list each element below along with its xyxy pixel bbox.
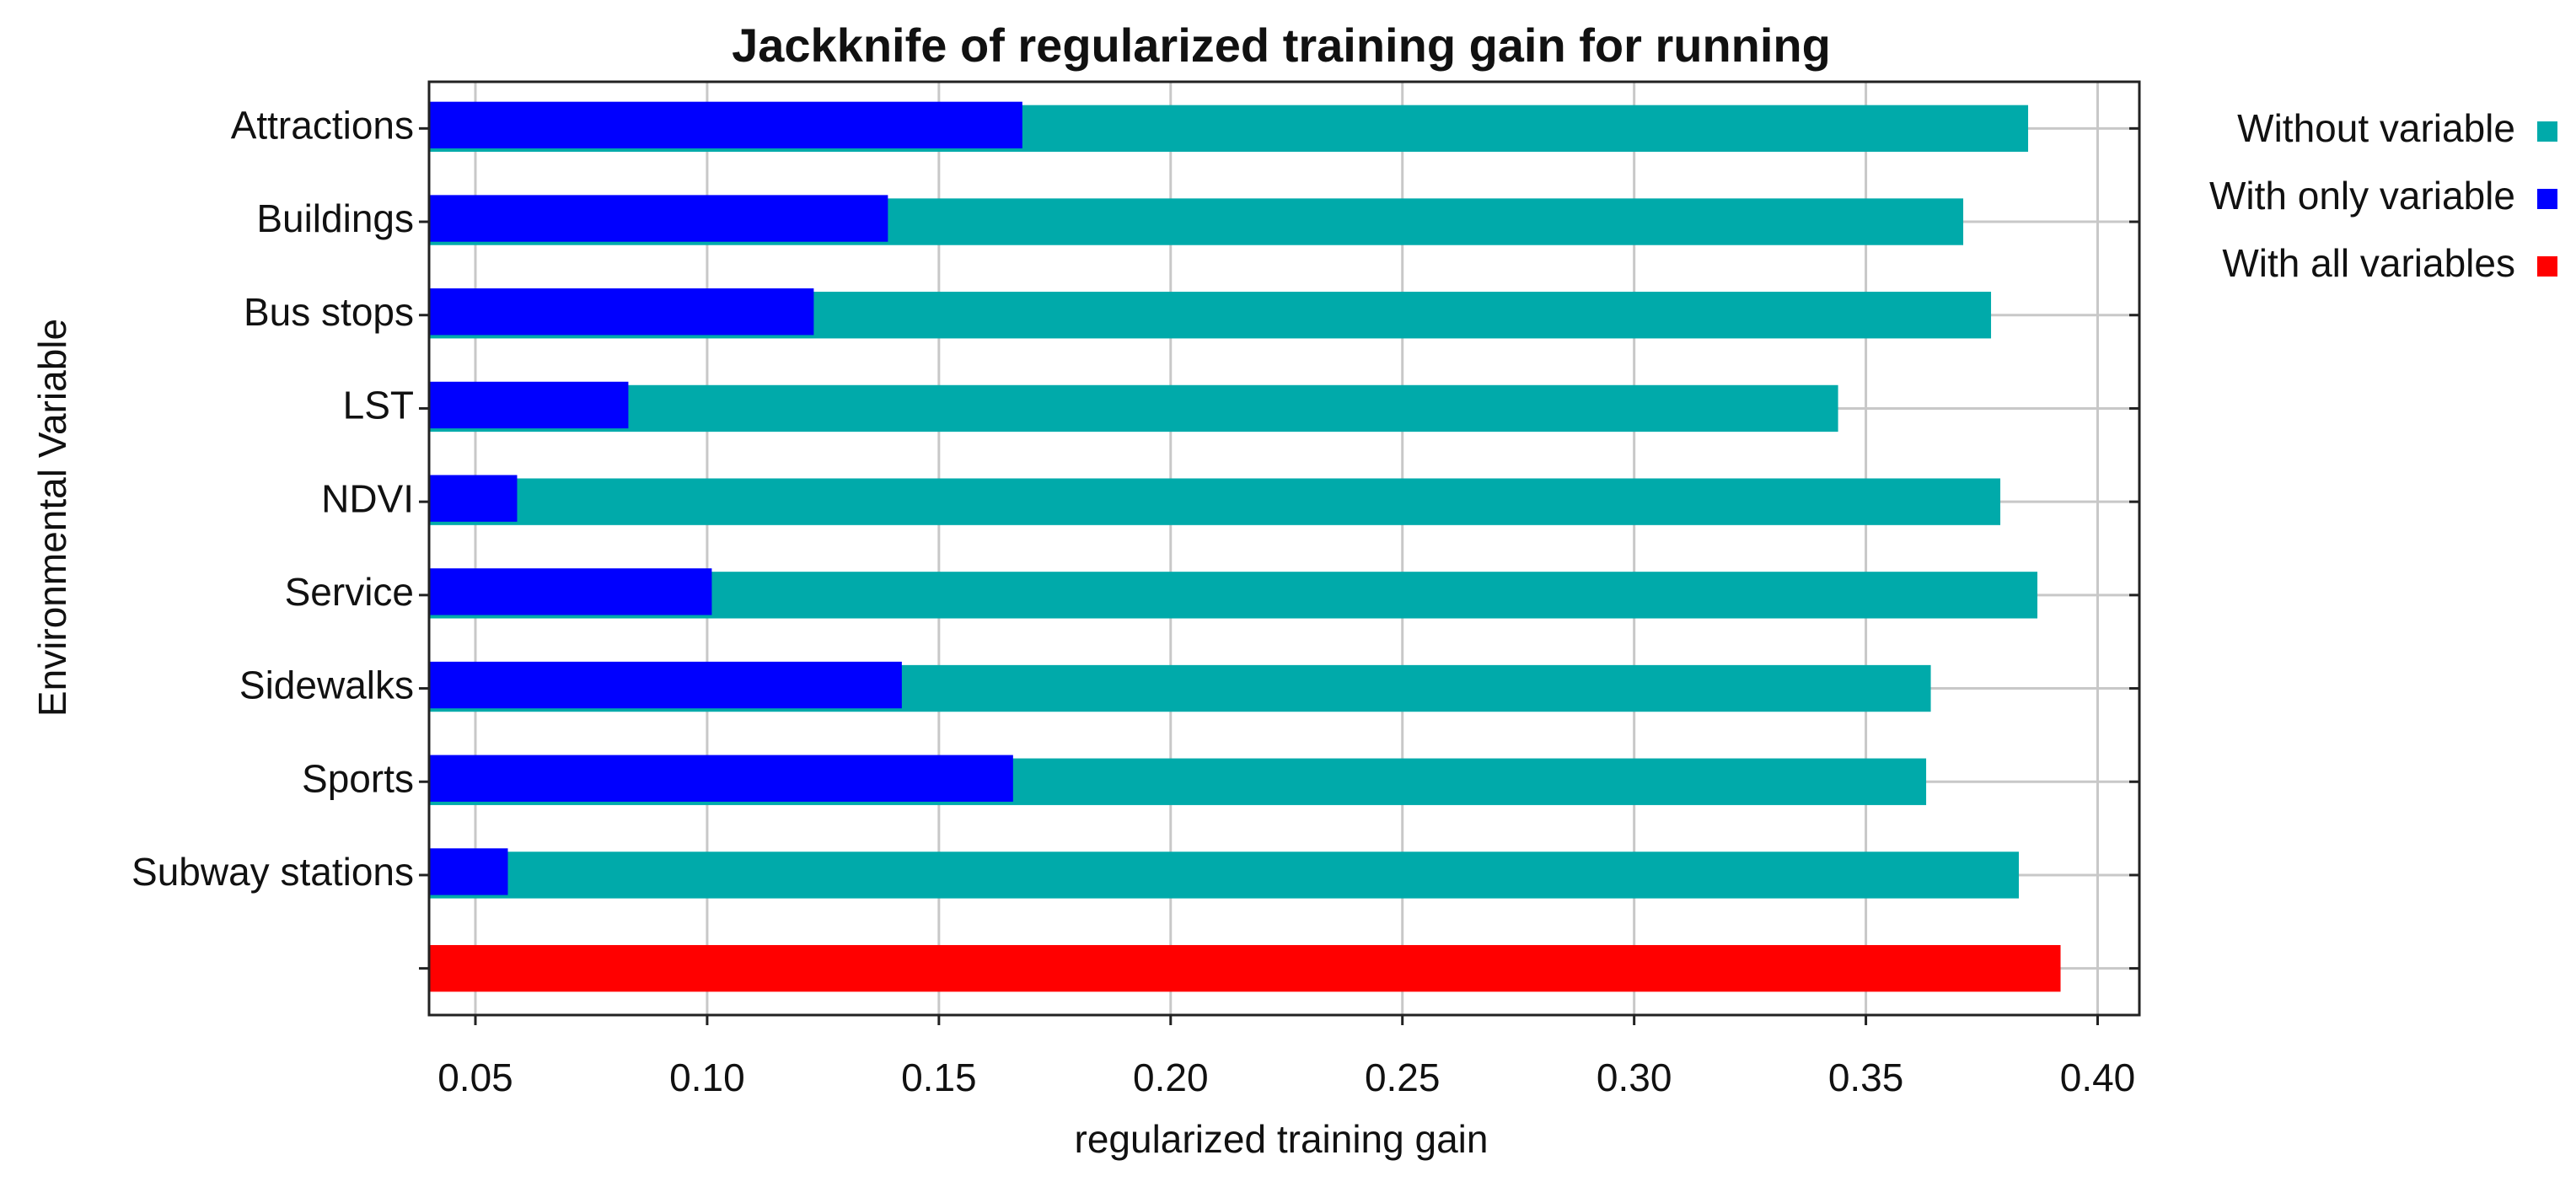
bar bbox=[429, 381, 629, 429]
y-tick-label: LST bbox=[343, 384, 414, 427]
x-tick-label: 0.10 bbox=[669, 1056, 745, 1099]
bar bbox=[429, 851, 2020, 899]
y-tick-label: Sidewalks bbox=[239, 663, 414, 707]
bar bbox=[429, 755, 1013, 802]
bar bbox=[429, 101, 1022, 149]
legend-label: With all variables bbox=[2222, 241, 2515, 285]
bar bbox=[429, 195, 888, 242]
bar bbox=[429, 478, 2001, 525]
bar bbox=[429, 475, 518, 522]
y-tick-label: Bus stops bbox=[244, 290, 414, 334]
legend-swatch bbox=[2537, 256, 2557, 277]
y-tick-label: Attractions bbox=[231, 104, 414, 148]
x-axis-label: regularized training gain bbox=[1075, 1117, 1489, 1161]
bar bbox=[429, 288, 814, 336]
bar bbox=[429, 944, 2061, 992]
legend-swatch bbox=[2537, 121, 2557, 142]
x-tick-label: 0.30 bbox=[1597, 1056, 1672, 1099]
y-tick-label: Buildings bbox=[256, 196, 414, 240]
legend-label: With only variable bbox=[2209, 174, 2515, 218]
chart-title: Jackknife of regularized training gain f… bbox=[732, 19, 1831, 72]
legend-swatch bbox=[2537, 189, 2557, 209]
x-tick-label: 0.20 bbox=[1133, 1056, 1209, 1099]
x-tick-label: 0.15 bbox=[901, 1056, 977, 1099]
x-tick-label: 0.40 bbox=[2060, 1056, 2136, 1099]
y-tick-label: Subway stations bbox=[131, 850, 414, 894]
bar bbox=[429, 384, 1838, 432]
x-tick-label: 0.05 bbox=[437, 1056, 513, 1099]
y-tick-label: Service bbox=[285, 570, 414, 614]
y-tick-label: NDVI bbox=[321, 476, 414, 520]
bar bbox=[429, 848, 508, 895]
y-axis-label: Environmental Variable bbox=[30, 319, 74, 717]
legend-label: Without variable bbox=[2237, 106, 2515, 150]
bar bbox=[429, 661, 902, 709]
plot-frame bbox=[427, 80, 2141, 1017]
x-tick-label: 0.35 bbox=[1828, 1056, 1904, 1099]
y-tick-label: Sports bbox=[302, 756, 414, 800]
x-tick-label: 0.25 bbox=[1365, 1056, 1441, 1099]
bar bbox=[429, 568, 712, 615]
